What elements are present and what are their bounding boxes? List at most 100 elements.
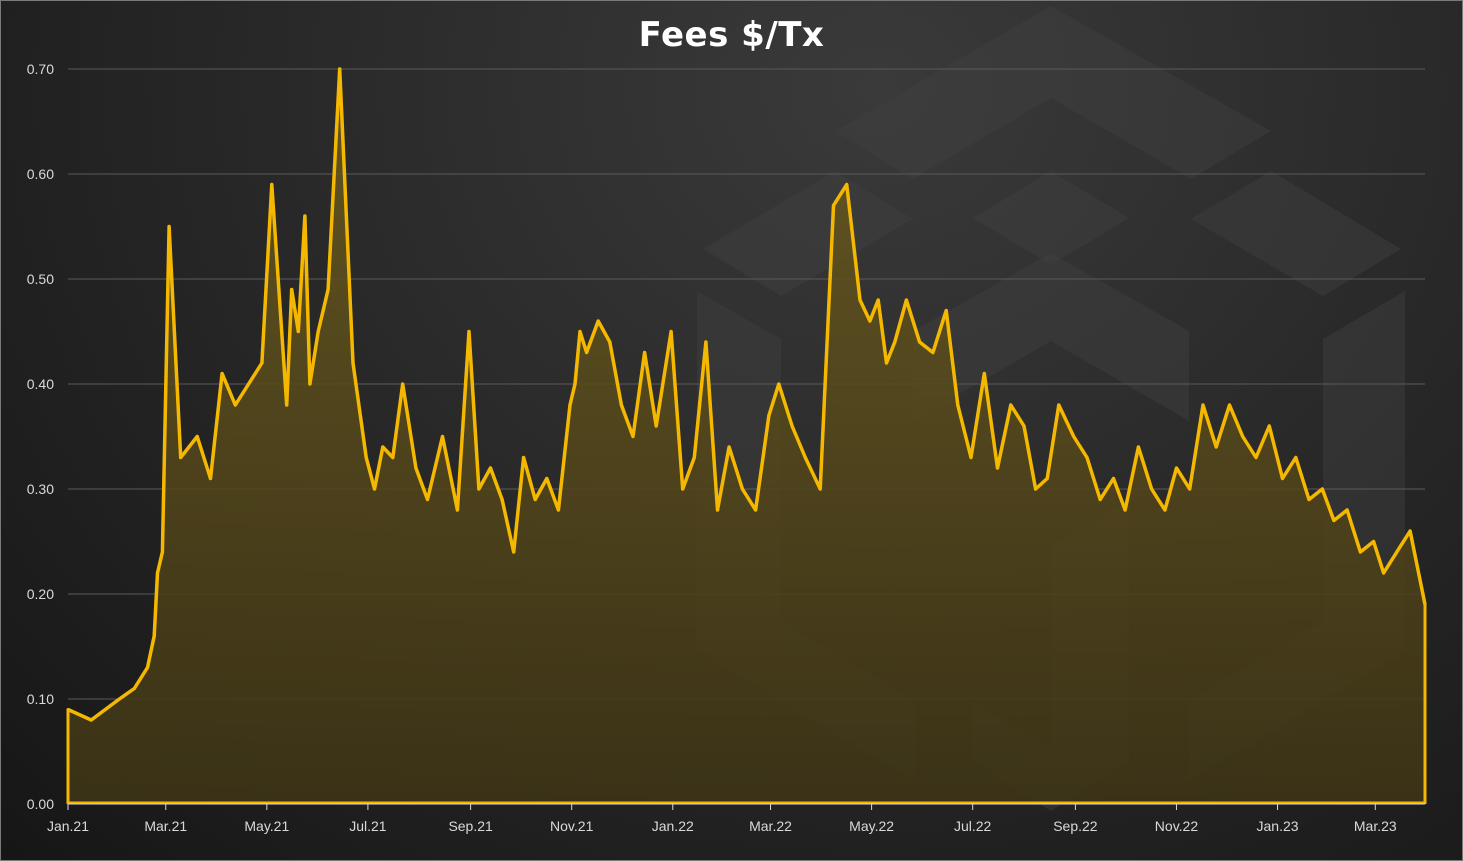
data-point	[1241, 435, 1245, 438]
data-point	[803, 456, 807, 459]
data-point	[270, 183, 274, 186]
data-point	[876, 298, 880, 302]
data-point	[931, 351, 935, 354]
data-point	[1254, 456, 1258, 459]
data-point	[290, 288, 294, 291]
data-point	[1227, 403, 1231, 407]
data-point	[1332, 519, 1336, 522]
y-tick-label: 0.20	[27, 586, 54, 602]
data-point	[754, 508, 758, 512]
data-point	[631, 435, 635, 438]
data-point	[155, 571, 159, 575]
data-point	[426, 498, 430, 501]
data-point	[512, 550, 516, 554]
y-tick-label: 0.50	[27, 271, 54, 287]
x-tick-label: Nov.22	[1155, 818, 1199, 834]
data-point	[578, 330, 582, 333]
data-point	[1098, 498, 1102, 501]
x-tick-label: May.22	[849, 818, 894, 834]
data-point	[1267, 424, 1271, 428]
data-point	[440, 435, 444, 438]
data-point	[220, 372, 224, 375]
data-point	[391, 456, 395, 459]
x-tick-label: Sep.21	[448, 818, 493, 834]
data-point	[1214, 445, 1218, 449]
data-point	[790, 424, 794, 428]
data-point	[1423, 603, 1427, 606]
data-point	[969, 456, 973, 459]
data-point	[1085, 456, 1089, 459]
data-point	[414, 466, 418, 470]
data-point	[1320, 487, 1324, 491]
series-line	[67, 67, 1427, 722]
data-point	[956, 403, 960, 407]
data-point	[868, 319, 872, 323]
data-point	[373, 487, 377, 491]
y-tick-label: 0.10	[27, 691, 54, 707]
data-point	[1072, 435, 1076, 438]
data-point	[489, 466, 493, 470]
data-point	[608, 340, 612, 344]
data-point	[982, 372, 986, 375]
data-point	[285, 403, 289, 407]
x-tick-label: Jul.21	[349, 818, 387, 834]
data-point	[619, 403, 623, 407]
data-point	[692, 456, 696, 459]
data-point	[845, 183, 849, 186]
x-tick-label: Mar.23	[1354, 818, 1397, 834]
data-point	[233, 403, 237, 407]
data-point	[467, 330, 471, 333]
series-area-fill	[68, 69, 1425, 804]
data-point	[1188, 487, 1192, 491]
data-point	[522, 456, 526, 459]
data-point	[596, 319, 600, 323]
data-point	[1395, 550, 1399, 554]
data-point	[1123, 508, 1127, 512]
data-point	[500, 498, 504, 501]
data-point	[585, 351, 589, 354]
x-tick-label: May.21	[244, 818, 289, 834]
data-point	[477, 487, 481, 491]
data-point	[831, 204, 835, 207]
data-point	[885, 361, 889, 365]
data-point	[556, 508, 560, 512]
data-point	[893, 340, 897, 344]
data-point	[573, 382, 577, 386]
data-point	[669, 330, 673, 333]
data-point	[1358, 550, 1362, 554]
data-point	[260, 361, 264, 365]
data-point	[179, 456, 183, 459]
data-point	[918, 340, 922, 344]
data-point	[1022, 424, 1026, 428]
data-point	[280, 330, 284, 333]
data-point	[996, 466, 1000, 470]
data-point	[568, 403, 572, 407]
data-point	[160, 550, 164, 554]
x-tick-label: Sep.22	[1053, 818, 1098, 834]
data-point	[381, 445, 385, 449]
x-tick-label: Nov.21	[550, 818, 594, 834]
data-point	[1009, 403, 1013, 407]
chart-title: Fees $/Tx	[638, 15, 825, 55]
data-point	[643, 351, 647, 354]
data-point	[338, 67, 342, 71]
x-tick-label: Mar.21	[144, 818, 187, 834]
data-point	[1163, 508, 1167, 512]
data-point	[152, 634, 156, 638]
data-point	[740, 487, 744, 491]
data-point	[1382, 571, 1386, 575]
data-point	[704, 340, 708, 344]
data-point	[455, 508, 459, 512]
data-point	[767, 414, 771, 417]
data-point	[364, 456, 368, 459]
data-point	[247, 382, 251, 386]
data-point	[308, 382, 312, 386]
data-point	[132, 687, 136, 690]
data-point	[208, 477, 212, 480]
data-point	[89, 718, 93, 722]
data-point	[167, 225, 171, 228]
data-point	[1174, 466, 1178, 470]
y-tick-label: 0.30	[27, 481, 54, 497]
